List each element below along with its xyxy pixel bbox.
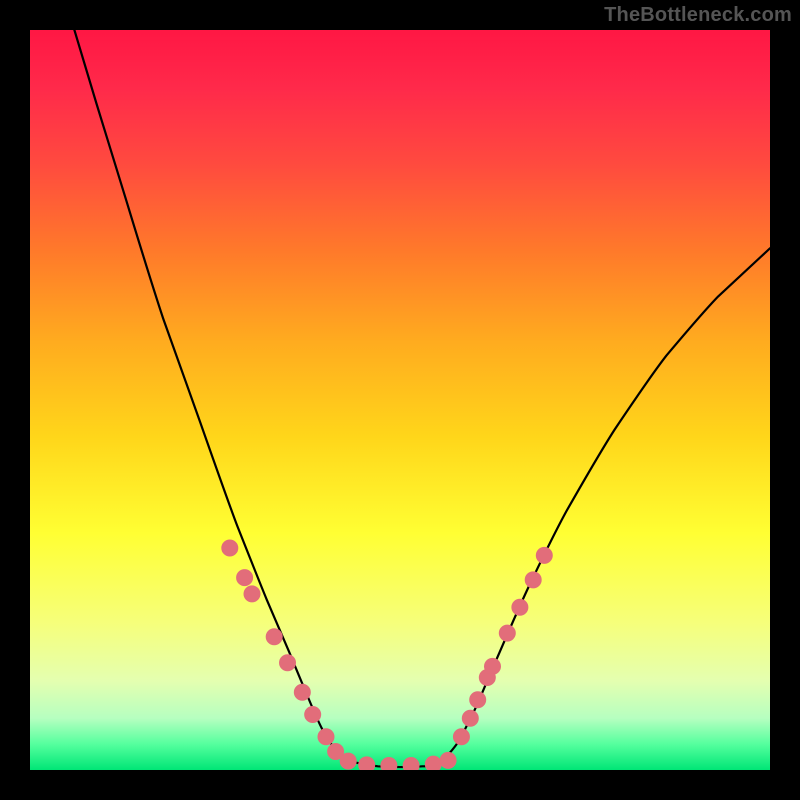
marker-dot (244, 586, 260, 602)
marker-dot (222, 540, 238, 556)
marker-dot (470, 692, 486, 708)
marker-dot (485, 658, 501, 674)
marker-dot (381, 758, 397, 770)
watermark-text: TheBottleneck.com (604, 4, 792, 27)
marker-dot (318, 729, 334, 745)
marker-dot (280, 655, 296, 671)
marker-dot (462, 710, 478, 726)
marker-dot (536, 547, 552, 563)
marker-dot (512, 599, 528, 615)
marker-dot (499, 625, 515, 641)
chart-frame: TheBottleneck.com (0, 0, 800, 800)
marker-dot (294, 684, 310, 700)
marker-dot (453, 729, 469, 745)
marker-dot (340, 753, 356, 769)
gradient-background (30, 30, 770, 770)
marker-dot (266, 629, 282, 645)
marker-dot (440, 752, 456, 768)
marker-dot (237, 570, 253, 586)
marker-dot (305, 707, 321, 723)
marker-dot (525, 572, 541, 588)
marker-dot (403, 758, 419, 770)
marker-dot (425, 756, 441, 770)
bottleneck-chart (30, 30, 770, 770)
marker-dot (359, 757, 375, 770)
